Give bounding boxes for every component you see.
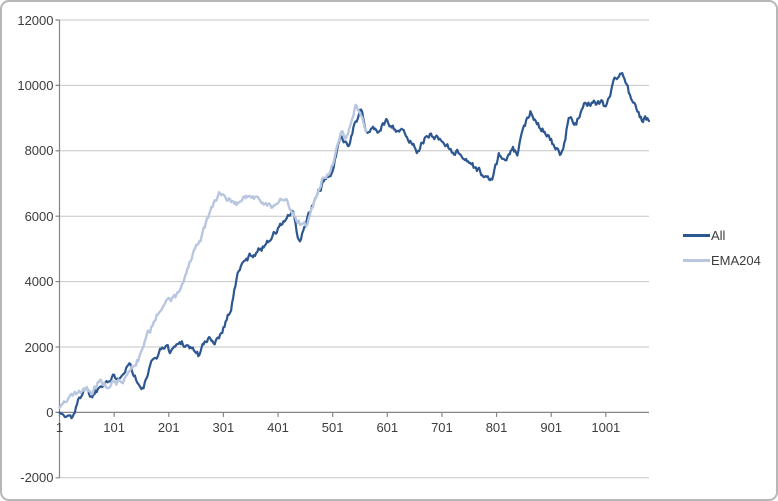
y-axis-tick-label: -2000: [20, 470, 54, 486]
y-axis-tick-label: 6000: [24, 208, 54, 224]
x-axis-tick-label: 401: [267, 420, 289, 436]
x-axis-tick-label: 101: [103, 420, 125, 436]
y-axis-tick-label: 0: [46, 404, 54, 420]
y-axis-tick-label: 8000: [24, 143, 54, 159]
legend-item-ema204[interactable]: EMA204: [683, 253, 761, 268]
x-axis-tick-label: 801: [485, 420, 508, 436]
series-all-line: [58, 71, 651, 420]
x-axis-tick-label: 901: [540, 420, 563, 436]
y-axis-tick-label: 4000: [24, 274, 54, 290]
x-axis-tick-label: 301: [212, 420, 235, 436]
x-axis-tick-label: 601: [376, 420, 399, 436]
x-axis-tick-label: 501: [321, 420, 344, 436]
legend-label-all: All: [711, 228, 726, 243]
y-axis-tick-label: 12000: [17, 12, 54, 28]
x-axis-tick-label: 701: [431, 420, 453, 436]
x-axis-tick-label: 201: [157, 420, 180, 436]
x-axis-tick-label: 1: [55, 420, 64, 436]
legend: All EMA204: [683, 228, 761, 278]
y-axis-tick-label: 2000: [24, 339, 54, 355]
series-ema204-line: [58, 103, 368, 409]
legend-line-swatch-ema204: [683, 259, 710, 262]
legend-item-all[interactable]: All: [683, 228, 761, 243]
x-axis-tick-label: 1001: [591, 420, 621, 436]
y-axis-tick-label: 10000: [17, 77, 54, 93]
legend-label-ema204: EMA204: [711, 253, 761, 268]
legend-line-swatch-all: [683, 234, 710, 237]
